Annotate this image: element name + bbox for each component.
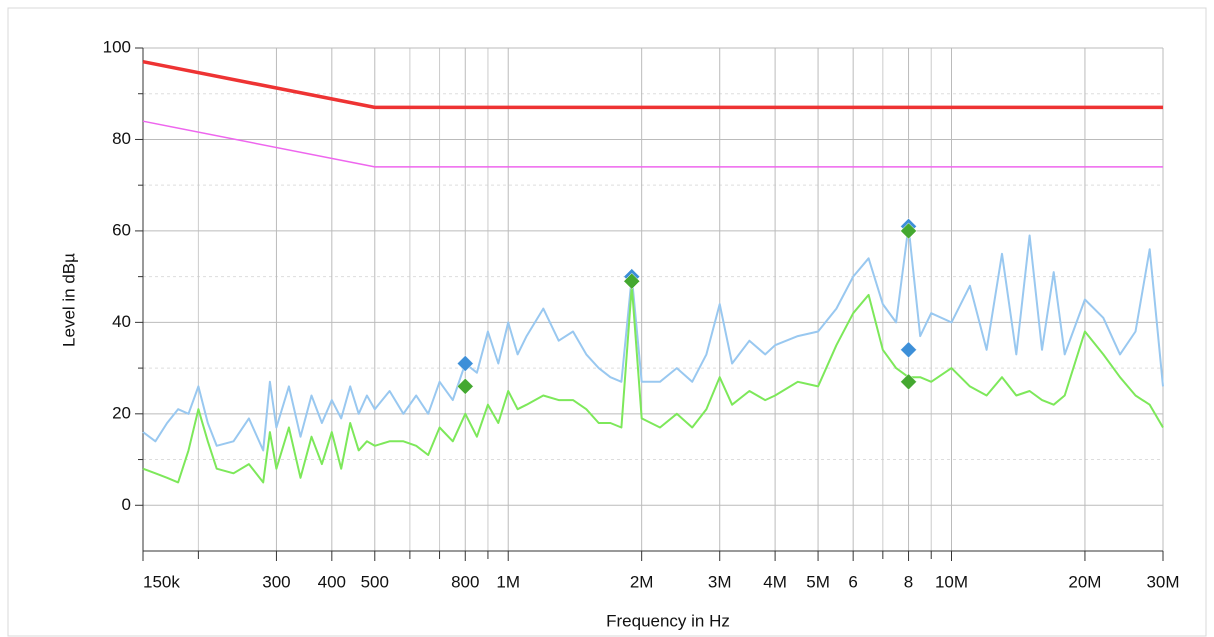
marker bbox=[623, 272, 641, 290]
x-tick-label: 2M bbox=[630, 572, 654, 591]
x-tick-label: 6 bbox=[848, 572, 857, 591]
x-tick-label: 8 bbox=[904, 572, 913, 591]
y-tick-label: 80 bbox=[112, 129, 131, 148]
x-tick-label: 400 bbox=[318, 572, 346, 591]
x-tick-label: 800 bbox=[451, 572, 479, 591]
x-tick-label: 500 bbox=[361, 572, 389, 591]
y-tick-label: 0 bbox=[122, 495, 131, 514]
x-tick-label: 20M bbox=[1068, 572, 1101, 591]
x-tick-label: 30M bbox=[1146, 572, 1179, 591]
marker bbox=[900, 373, 917, 391]
marker bbox=[900, 341, 917, 359]
y-tick-label: 60 bbox=[112, 220, 131, 239]
y-axis-label: Level in dBµ bbox=[59, 253, 78, 347]
x-tick-label: 150k bbox=[143, 572, 180, 591]
series-line bbox=[142, 225, 1164, 452]
x-tick-label: 10M bbox=[935, 572, 968, 591]
marker bbox=[456, 378, 474, 395]
series-line bbox=[142, 284, 1164, 484]
x-tick-label: 5M bbox=[806, 572, 830, 591]
marker bbox=[900, 222, 917, 240]
x-axis-label: Frequency in Hz bbox=[606, 611, 730, 630]
y-tick-label: 20 bbox=[112, 403, 131, 422]
x-tick-label: 4M bbox=[763, 572, 787, 591]
series-line bbox=[142, 120, 1163, 168]
y-tick-label: 40 bbox=[112, 312, 131, 331]
series-line bbox=[142, 59, 1163, 110]
x-tick-label: 300 bbox=[262, 572, 290, 591]
x-tick-label: 3M bbox=[708, 572, 732, 591]
x-tick-label: 1M bbox=[496, 572, 520, 591]
marker bbox=[456, 355, 474, 372]
y-tick-label: 100 bbox=[103, 37, 131, 56]
